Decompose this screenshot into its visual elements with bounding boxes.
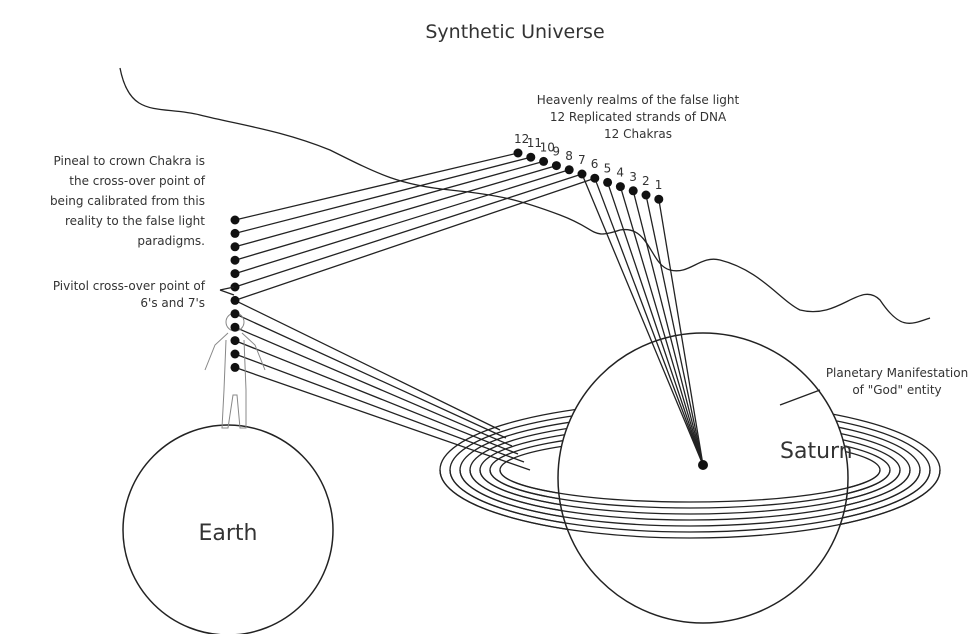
ring-front: [439, 469, 941, 539]
chakra-number: 4: [616, 166, 624, 180]
chakra-number: 1: [655, 178, 663, 192]
chakra-dot: [230, 242, 240, 252]
chakra-dot: [230, 309, 240, 319]
strand: [234, 169, 570, 275]
strand: [234, 326, 513, 447]
chakra-dot: [230, 349, 240, 359]
strand: [234, 366, 531, 471]
ray: [645, 194, 704, 466]
chakra-dot: [230, 255, 240, 265]
chakra-dot: [551, 161, 561, 171]
pivot-note: 6's and 7's: [140, 296, 205, 310]
pivot-pointer: [219, 286, 235, 291]
chakra-number: 6: [591, 157, 599, 171]
planet-note: of "God" entity: [852, 383, 941, 397]
chakra-dot: [513, 148, 523, 158]
chakra-dot: [654, 194, 664, 204]
top-note: 12 Replicated strands of DNA: [550, 110, 727, 124]
saturn-label: Saturn: [780, 439, 853, 464]
chakra-dot: [526, 152, 536, 162]
chakra-number: 10: [540, 140, 555, 154]
title: Synthetic Universe: [425, 21, 604, 43]
strand: [234, 299, 501, 431]
chakra-dot: [603, 177, 613, 187]
chakra-number: 12: [514, 132, 529, 146]
chakra-dot: [615, 182, 625, 192]
ray: [594, 177, 704, 466]
chakra-dot: [230, 336, 240, 346]
chakra-dot: [577, 169, 587, 179]
strand: [234, 177, 596, 302]
strand: [234, 339, 519, 455]
left-note: being calibrated from this: [50, 194, 205, 208]
ring-front: [489, 469, 891, 509]
strand: [234, 313, 507, 439]
ring-front: [459, 469, 921, 527]
earth-label: Earth: [199, 521, 258, 546]
chakra-number: 11: [527, 136, 542, 150]
chakra-number: 5: [604, 161, 612, 175]
ring-front: [499, 469, 881, 503]
planet-pointer: [779, 389, 821, 406]
left-note: reality to the false light: [65, 214, 205, 228]
ring-front: [469, 469, 911, 521]
chakra-dot: [230, 362, 240, 372]
pivot-note: Pivitol cross-over point of: [53, 279, 206, 293]
chakra-number: 2: [642, 174, 650, 188]
ray: [632, 190, 704, 466]
saturn-point: [698, 460, 708, 470]
ray: [619, 186, 704, 466]
pivot-pointer: [219, 289, 235, 296]
human-figure: [204, 312, 266, 429]
planet-note: Planetary Manifestation: [826, 366, 968, 380]
chakra-dot: [564, 165, 574, 175]
saturn-planet: [557, 332, 849, 624]
strand: [234, 164, 557, 261]
chakra-dot: [230, 215, 240, 225]
chakra-number: 8: [565, 149, 573, 163]
chakra-dot: [230, 228, 240, 238]
strand: [234, 156, 531, 235]
chakra-dot: [641, 190, 651, 200]
left-note: the cross-over point of: [69, 174, 206, 188]
chakra-number: 3: [629, 170, 637, 184]
top-note: 12 Chakras: [604, 127, 672, 141]
chakra-dot: [539, 156, 549, 166]
chakra-dot: [230, 295, 240, 305]
chakra-number: 9: [552, 145, 560, 159]
ray: [658, 199, 704, 466]
strand: [234, 160, 544, 248]
ring-front: [479, 469, 901, 515]
left-note: Pineal to crown Chakra is: [54, 154, 205, 168]
wave: [119, 67, 931, 324]
chakra-dot: [230, 269, 240, 279]
strand: [234, 353, 525, 463]
chakra-dot: [628, 186, 638, 196]
top-note: Heavenly realms of the false light: [537, 93, 740, 107]
chakra-dot: [230, 282, 240, 292]
ring-front: [449, 469, 931, 533]
ray: [581, 173, 704, 466]
chakra-dot: [230, 322, 240, 332]
strand: [234, 152, 519, 221]
left-note: paradigms.: [137, 234, 205, 248]
strand: [234, 173, 583, 288]
chakra-dot: [590, 173, 600, 183]
ray: [606, 182, 704, 466]
chakra-number: 7: [578, 153, 586, 167]
